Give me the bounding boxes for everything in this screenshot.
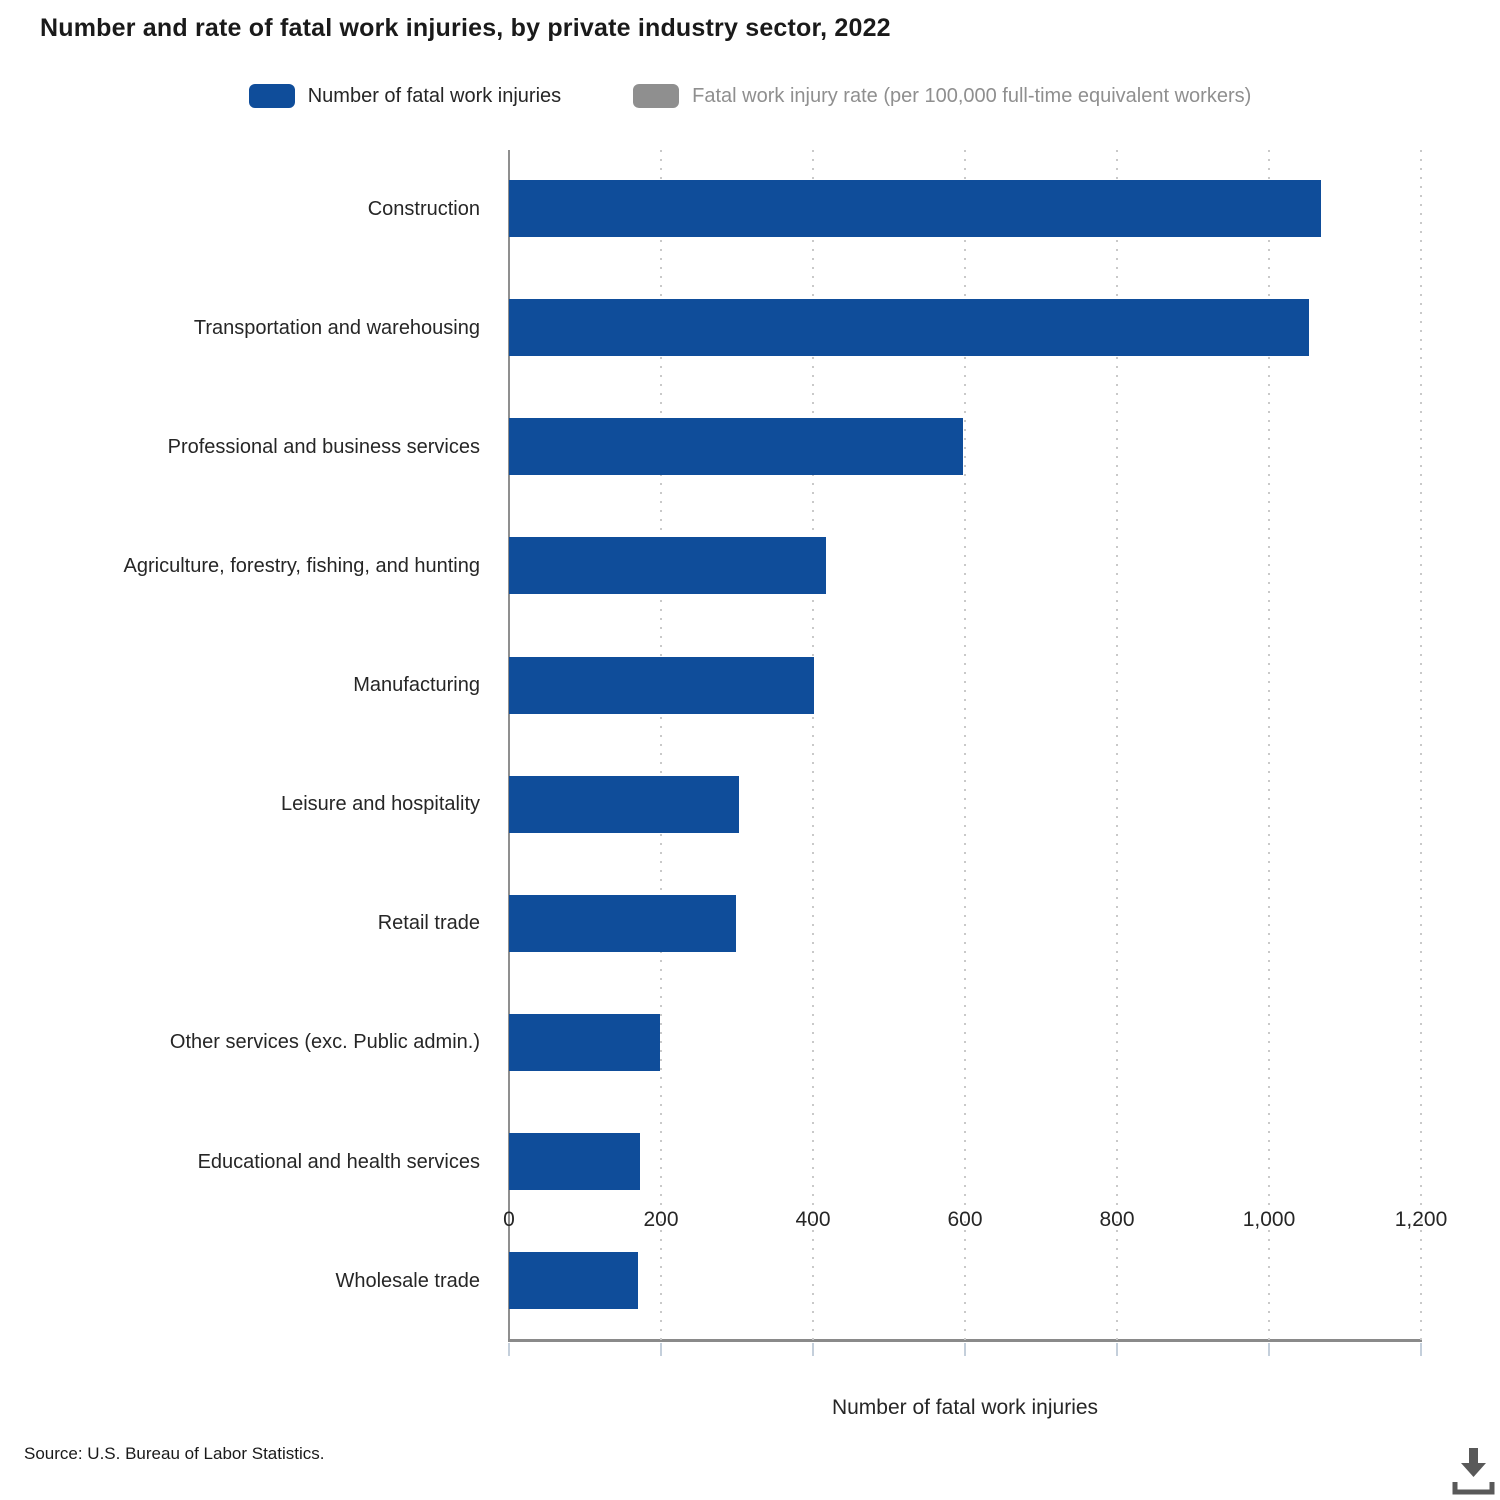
gridline — [1116, 150, 1118, 1340]
bar[interactable] — [509, 180, 1322, 237]
download-icon — [1452, 1448, 1495, 1495]
legend-label-number: Number of fatal work injuries — [307, 84, 562, 107]
category-label: Construction — [367, 197, 480, 220]
x-axis-tick — [964, 1343, 966, 1356]
x-tick-label: 800 — [1099, 1208, 1135, 1231]
x-axis-line — [508, 1339, 1422, 1342]
category-label: Other services (exc. Public admin.) — [169, 1031, 480, 1054]
x-axis-tick — [1116, 1343, 1118, 1356]
bar[interactable] — [509, 775, 740, 833]
gridline — [812, 150, 814, 1340]
legend-item-number[interactable]: Number of fatal work injuries — [248, 84, 562, 108]
gridline — [1268, 150, 1270, 1340]
legend-label-rate: Fatal work injury rate (per 100,000 full… — [692, 84, 1252, 107]
bar[interactable] — [509, 1013, 661, 1071]
category-label: Wholesale trade — [335, 1269, 480, 1292]
category-label: Transportation and warehousing — [193, 316, 480, 339]
bar[interactable] — [509, 299, 1310, 357]
x-axis-tick — [508, 1343, 510, 1356]
source-note: Source: U.S. Bureau of Labor Statistics. — [24, 1444, 325, 1463]
chart-title: Number and rate of fatal work injuries, … — [40, 14, 891, 42]
x-axis-tick — [660, 1343, 662, 1356]
x-tick-label: 200 — [643, 1208, 679, 1231]
gridline — [660, 150, 662, 1340]
bar[interactable] — [509, 418, 964, 476]
y-axis-line — [508, 150, 510, 1340]
bar[interactable] — [509, 537, 826, 595]
legend-item-rate[interactable]: Fatal work injury rate (per 100,000 full… — [633, 84, 1251, 108]
x-axis-tick — [812, 1343, 814, 1356]
x-tick-label: 400 — [795, 1208, 831, 1231]
bar[interactable] — [509, 1252, 639, 1310]
category-label: Agriculture, forestry, fishing, and hunt… — [123, 554, 480, 577]
download-chart-button[interactable] — [1448, 1446, 1498, 1496]
bar[interactable] — [509, 656, 814, 714]
category-label: Professional and business services — [167, 435, 480, 458]
x-axis-title: Number of fatal work injuries — [831, 1396, 1099, 1419]
category-label: Educational and health services — [197, 1150, 480, 1173]
y-axis-category-labels: Construction Transportation and warehousi… — [0, 150, 480, 1340]
gridline — [1420, 150, 1422, 1340]
plot-area — [508, 150, 1422, 1356]
x-tick-label: 1,200 — [1394, 1208, 1448, 1231]
gridline — [964, 150, 966, 1340]
x-axis-tick — [1420, 1343, 1422, 1356]
x-tick-label: 1,000 — [1242, 1208, 1296, 1231]
category-label: Manufacturing — [353, 674, 480, 697]
x-tick-label: 0 — [503, 1208, 515, 1231]
legend: Number of fatal work injuries Fatal work… — [0, 84, 1500, 108]
bar[interactable] — [509, 894, 737, 952]
x-tick-label: 600 — [947, 1208, 983, 1231]
category-label: Leisure and hospitality — [280, 793, 480, 816]
bar[interactable] — [509, 1133, 640, 1191]
legend-swatch-rate-icon — [633, 84, 680, 108]
legend-swatch-number-icon — [248, 84, 295, 108]
category-label: Retail trade — [377, 912, 480, 935]
x-axis-tick — [1268, 1343, 1270, 1356]
